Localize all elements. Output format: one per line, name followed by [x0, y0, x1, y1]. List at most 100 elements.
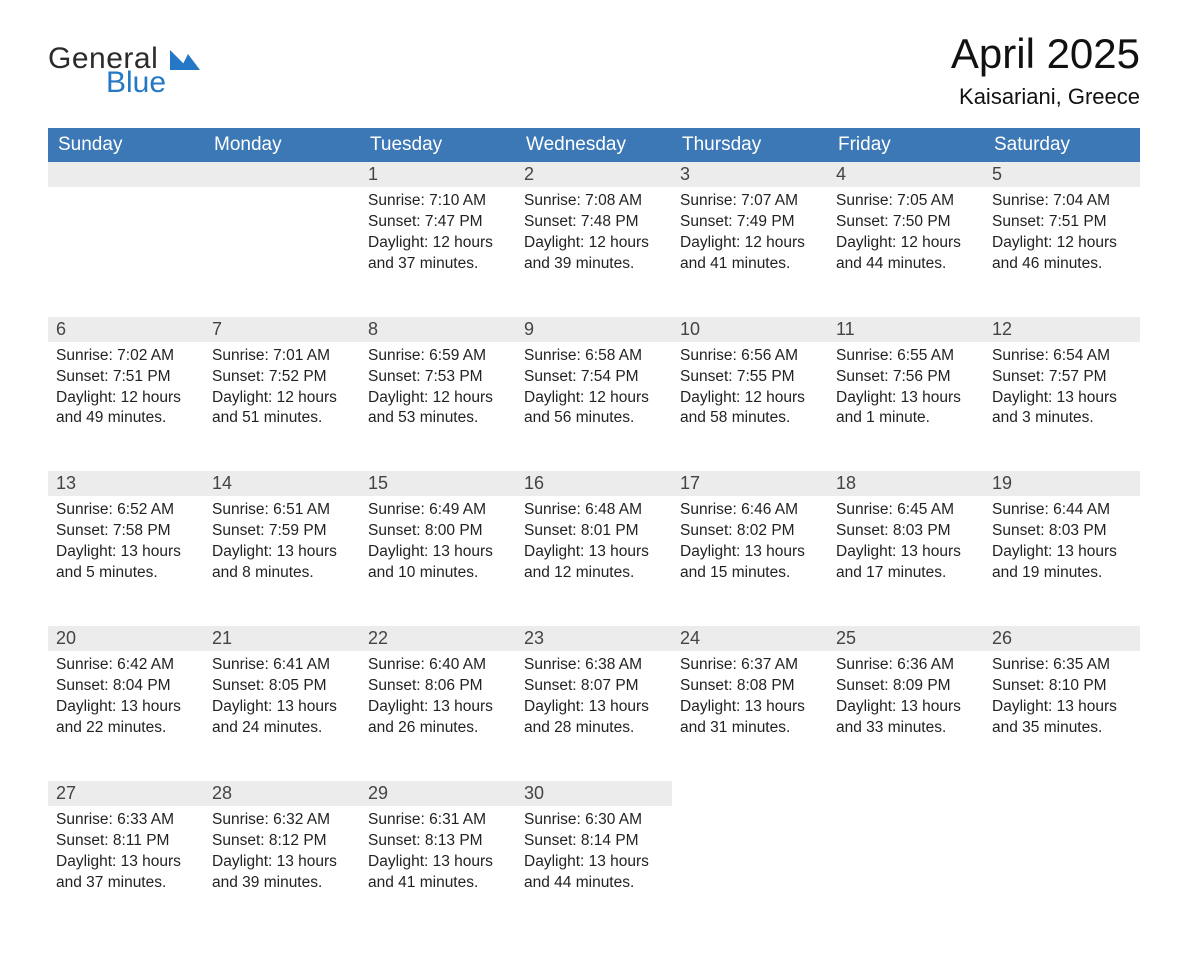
- calendar-cell: 12Sunrise: 6:54 AMSunset: 7:57 PMDayligh…: [984, 317, 1140, 456]
- day-number: 4: [828, 162, 984, 187]
- sunset-line: Sunset: 8:10 PM: [992, 676, 1132, 697]
- calendar-cell: 24Sunrise: 6:37 AMSunset: 8:08 PMDayligh…: [672, 626, 828, 765]
- calendar-week-row: 13Sunrise: 6:52 AMSunset: 7:58 PMDayligh…: [48, 471, 1140, 610]
- daylight-line: Daylight: 12 hours and 58 minutes.: [680, 388, 820, 430]
- day-number: 19: [984, 471, 1140, 496]
- location-subtitle: Kaisariani, Greece: [951, 84, 1140, 110]
- sunset-line: Sunset: 8:02 PM: [680, 521, 820, 542]
- sunrise-line: Sunrise: 7:07 AM: [680, 191, 820, 212]
- sunset-line: Sunset: 8:12 PM: [212, 831, 352, 852]
- day-body: Sunrise: 6:33 AMSunset: 8:11 PMDaylight:…: [48, 806, 204, 920]
- sunrise-line: Sunrise: 6:31 AM: [368, 810, 508, 831]
- sunrise-line: Sunrise: 6:55 AM: [836, 346, 976, 367]
- day-body: Sunrise: 6:44 AMSunset: 8:03 PMDaylight:…: [984, 496, 1140, 610]
- daylight-line: Daylight: 13 hours and 41 minutes.: [368, 852, 508, 894]
- day-number: 14: [204, 471, 360, 496]
- sunrise-line: Sunrise: 7:05 AM: [836, 191, 976, 212]
- day-body: Sunrise: 6:36 AMSunset: 8:09 PMDaylight:…: [828, 651, 984, 765]
- day-body: Sunrise: 6:41 AMSunset: 8:05 PMDaylight:…: [204, 651, 360, 765]
- daylight-line: Daylight: 13 hours and 17 minutes.: [836, 542, 976, 584]
- weekday-header: Friday: [828, 128, 984, 162]
- sunset-line: Sunset: 7:53 PM: [368, 367, 508, 388]
- weekday-header: Sunday: [48, 128, 204, 162]
- sunrise-line: Sunrise: 6:36 AM: [836, 655, 976, 676]
- day-body-empty: [672, 806, 828, 906]
- daylight-line: Daylight: 13 hours and 39 minutes.: [212, 852, 352, 894]
- day-number: 24: [672, 626, 828, 651]
- sunrise-line: Sunrise: 6:37 AM: [680, 655, 820, 676]
- calendar-cell: 18Sunrise: 6:45 AMSunset: 8:03 PMDayligh…: [828, 471, 984, 610]
- day-body: Sunrise: 6:30 AMSunset: 8:14 PMDaylight:…: [516, 806, 672, 920]
- day-number: 26: [984, 626, 1140, 651]
- day-number: 16: [516, 471, 672, 496]
- day-number: 28: [204, 781, 360, 806]
- calendar-cell: 27Sunrise: 6:33 AMSunset: 8:11 PMDayligh…: [48, 781, 204, 920]
- day-number: 15: [360, 471, 516, 496]
- daylight-line: Daylight: 13 hours and 33 minutes.: [836, 697, 976, 739]
- calendar-cell: [204, 162, 360, 301]
- daylight-line: Daylight: 12 hours and 44 minutes.: [836, 233, 976, 275]
- calendar-page: General Blue April 2025 Kaisariani, Gree…: [0, 0, 1188, 959]
- calendar-table: SundayMondayTuesdayWednesdayThursdayFrid…: [48, 128, 1140, 919]
- sunset-line: Sunset: 8:00 PM: [368, 521, 508, 542]
- sunrise-line: Sunrise: 7:04 AM: [992, 191, 1132, 212]
- day-body: Sunrise: 6:46 AMSunset: 8:02 PMDaylight:…: [672, 496, 828, 610]
- sunset-line: Sunset: 8:11 PM: [56, 831, 196, 852]
- sunset-line: Sunset: 7:49 PM: [680, 212, 820, 233]
- title-block: April 2025 Kaisariani, Greece: [951, 30, 1140, 110]
- day-number: 23: [516, 626, 672, 651]
- daylight-line: Daylight: 13 hours and 37 minutes.: [56, 852, 196, 894]
- sunset-line: Sunset: 8:01 PM: [524, 521, 664, 542]
- day-body: Sunrise: 7:10 AMSunset: 7:47 PMDaylight:…: [360, 187, 516, 301]
- sunset-line: Sunset: 8:04 PM: [56, 676, 196, 697]
- sunset-line: Sunset: 8:03 PM: [836, 521, 976, 542]
- day-body: Sunrise: 7:07 AMSunset: 7:49 PMDaylight:…: [672, 187, 828, 301]
- daylight-line: Daylight: 12 hours and 56 minutes.: [524, 388, 664, 430]
- sunset-line: Sunset: 8:07 PM: [524, 676, 664, 697]
- calendar-cell: [984, 781, 1140, 920]
- sunrise-line: Sunrise: 6:48 AM: [524, 500, 664, 521]
- weekday-header: Wednesday: [516, 128, 672, 162]
- sunset-line: Sunset: 8:03 PM: [992, 521, 1132, 542]
- daylight-line: Daylight: 13 hours and 19 minutes.: [992, 542, 1132, 584]
- day-number: 8: [360, 317, 516, 342]
- day-body: Sunrise: 7:05 AMSunset: 7:50 PMDaylight:…: [828, 187, 984, 301]
- day-number: 12: [984, 317, 1140, 342]
- calendar-cell: 30Sunrise: 6:30 AMSunset: 8:14 PMDayligh…: [516, 781, 672, 920]
- calendar-cell: 15Sunrise: 6:49 AMSunset: 8:00 PMDayligh…: [360, 471, 516, 610]
- calendar-body: 1Sunrise: 7:10 AMSunset: 7:47 PMDaylight…: [48, 162, 1140, 919]
- day-number: 29: [360, 781, 516, 806]
- logo-flag-icon: [170, 50, 204, 78]
- daylight-line: Daylight: 13 hours and 12 minutes.: [524, 542, 664, 584]
- daylight-line: Daylight: 13 hours and 8 minutes.: [212, 542, 352, 584]
- calendar-week-row: 1Sunrise: 7:10 AMSunset: 7:47 PMDaylight…: [48, 162, 1140, 301]
- day-number: 2: [516, 162, 672, 187]
- calendar-cell: 14Sunrise: 6:51 AMSunset: 7:59 PMDayligh…: [204, 471, 360, 610]
- calendar-cell: 2Sunrise: 7:08 AMSunset: 7:48 PMDaylight…: [516, 162, 672, 301]
- sunrise-line: Sunrise: 6:44 AM: [992, 500, 1132, 521]
- day-body: Sunrise: 6:54 AMSunset: 7:57 PMDaylight:…: [984, 342, 1140, 456]
- daylight-line: Daylight: 13 hours and 1 minute.: [836, 388, 976, 430]
- sunrise-line: Sunrise: 6:40 AM: [368, 655, 508, 676]
- sunrise-line: Sunrise: 6:41 AM: [212, 655, 352, 676]
- sunset-line: Sunset: 8:06 PM: [368, 676, 508, 697]
- calendar-cell: 11Sunrise: 6:55 AMSunset: 7:56 PMDayligh…: [828, 317, 984, 456]
- day-number: 17: [672, 471, 828, 496]
- sunrise-line: Sunrise: 6:45 AM: [836, 500, 976, 521]
- sunset-line: Sunset: 7:47 PM: [368, 212, 508, 233]
- calendar-cell: 1Sunrise: 7:10 AMSunset: 7:47 PMDaylight…: [360, 162, 516, 301]
- sunrise-line: Sunrise: 6:30 AM: [524, 810, 664, 831]
- calendar-cell: 9Sunrise: 6:58 AMSunset: 7:54 PMDaylight…: [516, 317, 672, 456]
- day-body: Sunrise: 7:02 AMSunset: 7:51 PMDaylight:…: [48, 342, 204, 456]
- day-number: 13: [48, 471, 204, 496]
- daylight-line: Daylight: 12 hours and 37 minutes.: [368, 233, 508, 275]
- day-number-empty: [828, 781, 984, 806]
- day-body: Sunrise: 6:35 AMSunset: 8:10 PMDaylight:…: [984, 651, 1140, 765]
- sunrise-line: Sunrise: 6:52 AM: [56, 500, 196, 521]
- day-body: Sunrise: 6:49 AMSunset: 8:00 PMDaylight:…: [360, 496, 516, 610]
- sunrise-line: Sunrise: 6:54 AM: [992, 346, 1132, 367]
- sunset-line: Sunset: 7:57 PM: [992, 367, 1132, 388]
- calendar-cell: [48, 162, 204, 301]
- day-body: Sunrise: 7:04 AMSunset: 7:51 PMDaylight:…: [984, 187, 1140, 301]
- day-number: 30: [516, 781, 672, 806]
